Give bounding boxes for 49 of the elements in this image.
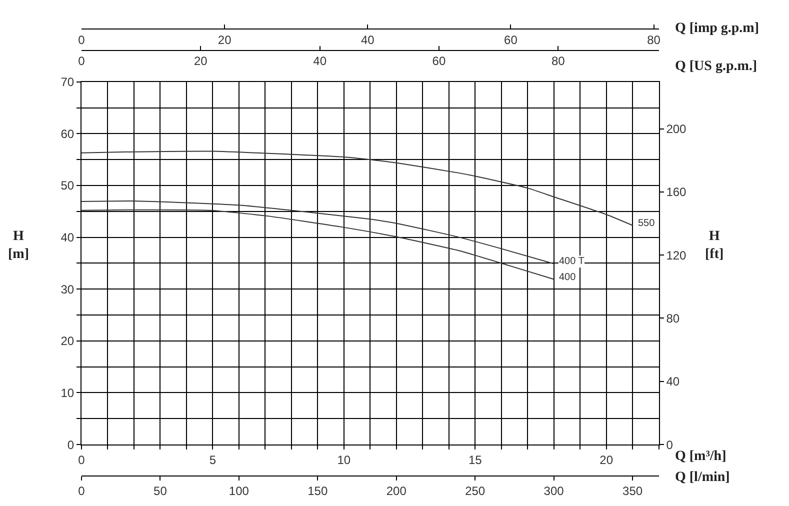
y2-axis-title: H [ft] xyxy=(705,229,724,262)
x-tick-label: 50 xyxy=(154,484,168,498)
x-tick-label: 20 xyxy=(600,452,614,467)
series-label: 400 T xyxy=(559,256,584,267)
line-series xyxy=(82,150,634,226)
y2-tick-label: 0 xyxy=(666,438,674,452)
x2-tick-label: 0 xyxy=(78,32,86,47)
x2-tick-label: 20 xyxy=(218,32,232,47)
y-tick-label: 30 xyxy=(60,282,74,296)
x-tick-label: 5 xyxy=(209,452,216,467)
y2-tick-label: 40 xyxy=(666,374,680,389)
x-tick-label: 250 xyxy=(465,484,486,498)
line-series xyxy=(82,209,554,280)
x-tick-label: 10 xyxy=(337,452,351,467)
y-tick-label: 20 xyxy=(60,334,74,348)
y2-tick-label: 200 xyxy=(666,122,687,136)
x-tick-label: 0 xyxy=(78,452,86,467)
y-axis-title: H [m] xyxy=(8,229,29,262)
x-axis-title: Q [m³/h] xyxy=(675,449,726,464)
x-tick-label: 0 xyxy=(78,484,86,498)
x-tick-label: 200 xyxy=(386,484,407,498)
x2-tick-label: 20 xyxy=(194,54,208,68)
x-tick-label: 350 xyxy=(622,484,643,498)
series-label: 550 xyxy=(638,218,656,229)
x-axis-title: Q [l/min] xyxy=(675,470,730,485)
x2-tick-label: 40 xyxy=(313,54,327,68)
x2-tick-label: 80 xyxy=(551,54,566,68)
x2-tick-label: 40 xyxy=(360,32,375,47)
line-series xyxy=(82,200,554,264)
x-tick-label: 300 xyxy=(544,484,564,498)
y2-tick-label: 80 xyxy=(666,311,680,326)
y-tick-label: 50 xyxy=(60,178,74,193)
y-tick-label: 60 xyxy=(60,126,74,141)
x-tick-label: 150 xyxy=(308,484,328,498)
y-tick-label: 10 xyxy=(60,386,74,400)
x2-axis-title: Q [imp g.p.m] xyxy=(675,21,759,36)
y-tick-label: 0 xyxy=(67,438,74,452)
y2-tick-label: 120 xyxy=(666,248,687,262)
x2-tick-label: 60 xyxy=(432,54,446,68)
x2-tick-label: 60 xyxy=(504,32,518,47)
x2-tick-label: 0 xyxy=(78,54,86,68)
y-tick-label: 40 xyxy=(60,230,74,244)
x-tick-label: 15 xyxy=(468,452,482,467)
y2-tick-label: 160 xyxy=(666,185,687,200)
y-tick-label: 70 xyxy=(60,75,74,90)
x2-tick-label: 80 xyxy=(647,32,661,47)
x2-axis-title: Q [US g.p.m.] xyxy=(675,59,758,74)
x-tick-label: 100 xyxy=(228,484,250,498)
series-label: 400 xyxy=(559,272,576,283)
